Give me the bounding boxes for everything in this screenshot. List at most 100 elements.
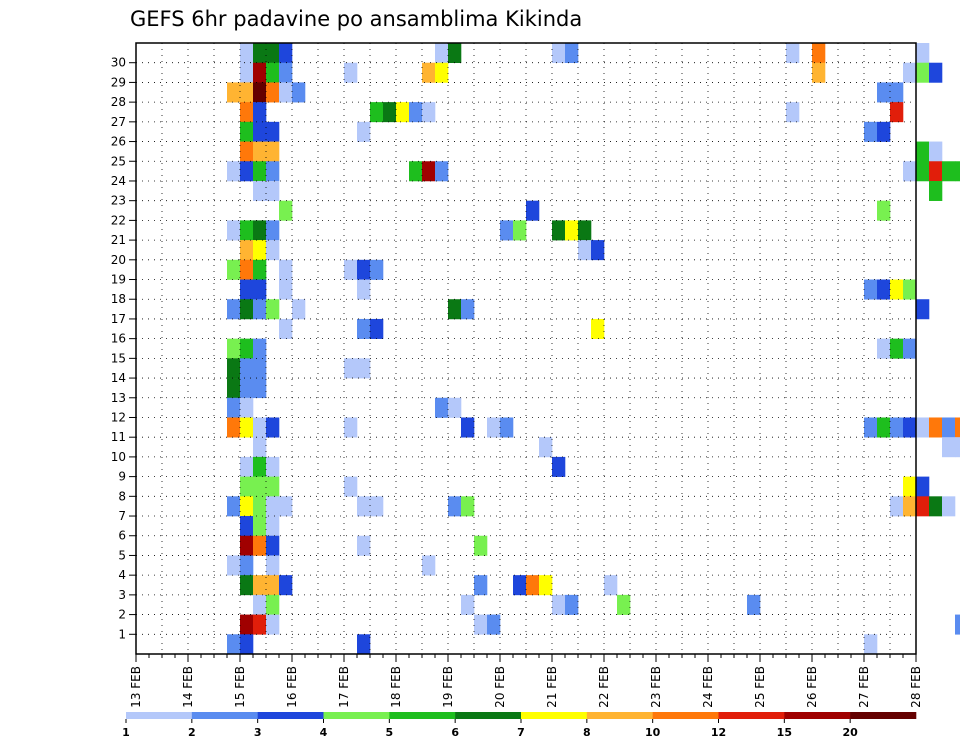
heatmap-cell: [357, 121, 371, 142]
heatmap-cell: [227, 555, 241, 576]
heatmap-cell: [487, 614, 501, 635]
y-tick-label: 12: [111, 410, 126, 424]
heatmap-cell: [435, 62, 449, 83]
y-tick-label: 23: [111, 194, 126, 208]
heatmap-cell: [240, 378, 254, 399]
heatmap-cell: [240, 43, 254, 64]
x-tick-label: 14 FEB: [181, 666, 195, 708]
x-tick-label: 24 FEB: [701, 666, 715, 708]
colorbar-label: 7: [517, 726, 525, 739]
heatmap-cell: [253, 516, 267, 537]
heatmap-cell: [240, 141, 254, 162]
heatmap-cell: [240, 279, 254, 300]
heatmap-cell: [253, 240, 267, 261]
heatmap-cell: [253, 161, 267, 182]
heatmap-cell: [942, 496, 956, 517]
colorbar-label: 12: [711, 726, 726, 739]
heatmap-cell: [890, 102, 904, 123]
heatmap-cell: [240, 634, 254, 655]
heatmap-cell: [240, 82, 254, 103]
heatmap-cell: [253, 358, 267, 379]
heatmap-cell: [357, 496, 371, 517]
heatmap-cell: [370, 102, 384, 123]
heatmap-cell: [578, 240, 592, 261]
x-axis: 13 FEB 14 FEB 15 FEB 16 FEB 17 FEB 18 FEB 19 F…: [129, 654, 923, 708]
heatmap-cell: [240, 358, 254, 379]
colorbar-label: 1: [122, 726, 130, 739]
heatmap-cell: [279, 318, 293, 339]
heatmap-cell: [344, 476, 358, 497]
heatmap-cell: [357, 259, 371, 280]
heatmap-cell: [253, 220, 267, 241]
y-tick-label: 2: [118, 608, 126, 622]
x-tick-label: 22 FEB: [597, 666, 611, 708]
heatmap-cell: [890, 82, 904, 103]
heatmap-cell: [500, 220, 514, 241]
heatmap-cell: [266, 555, 280, 576]
heatmap-cell: [903, 496, 917, 517]
heatmap-cell: [253, 476, 267, 497]
heatmap-cell: [253, 82, 267, 103]
heatmap-cell: [578, 220, 592, 241]
heatmap-cell: [565, 220, 579, 241]
heatmap-cell: [929, 161, 943, 182]
colorbar-segment: [389, 712, 456, 719]
heatmap-cell: [227, 417, 241, 438]
y-tick-label: 6: [118, 529, 126, 543]
heatmap-cell: [227, 397, 241, 418]
heatmap-cell: [253, 259, 267, 280]
x-tick-label: 27 FEB: [857, 666, 871, 708]
heatmap-cell: [864, 417, 878, 438]
heatmap-cell: [903, 417, 917, 438]
y-tick-label: 10: [111, 450, 126, 464]
heatmap-cell: [266, 220, 280, 241]
heatmap-cell: [240, 397, 254, 418]
x-tick-label: 13 FEB: [129, 666, 143, 708]
heatmap-cell: [916, 43, 930, 64]
heatmap-cell: [747, 594, 761, 615]
heatmap-cell: [604, 575, 618, 596]
heatmap-cell: [240, 121, 254, 142]
heatmap-cell: [903, 62, 917, 83]
heatmap-cell: [864, 634, 878, 655]
heatmap-cell: [916, 299, 930, 320]
y-tick-label: 28: [111, 95, 126, 109]
heatmap-cell: [617, 594, 631, 615]
heatmap-cell: [240, 338, 254, 359]
heatmap-cell: [253, 496, 267, 517]
heatmap-cell: [903, 476, 917, 497]
heatmap-cell: [253, 437, 267, 458]
heatmap-cell: [227, 259, 241, 280]
heatmap-cell: [253, 417, 267, 438]
colorbar-segment: [718, 712, 785, 719]
chart-title: GEFS 6hr padavine po ansamblima Kikinda: [130, 7, 582, 31]
heatmap-cell: [240, 62, 254, 83]
heatmap-cell: [240, 417, 254, 438]
heatmap-cell: [266, 161, 280, 182]
y-tick-label: 25: [111, 154, 126, 168]
heatmap-cell: [344, 62, 358, 83]
y-tick-label: 3: [118, 588, 126, 602]
heatmap-cell: [786, 43, 800, 64]
heatmap-cell: [240, 240, 254, 261]
heatmap-cell: [461, 594, 475, 615]
y-tick-label: 8: [118, 489, 126, 503]
heatmap-cell: [227, 496, 241, 517]
x-tick-label: 21 FEB: [545, 666, 559, 708]
heatmap-cell: [253, 121, 267, 142]
heatmap-cell: [240, 456, 254, 477]
heatmap-cell: [370, 318, 384, 339]
heatmap-cell: [357, 358, 371, 379]
heatmap-cell: [279, 575, 293, 596]
heatmap-cell: [279, 279, 293, 300]
heatmap-cell: [942, 417, 956, 438]
heatmap-cells: [227, 43, 960, 655]
heatmap-cell: [266, 180, 280, 201]
heatmap-cell: [890, 338, 904, 359]
heatmap-cell: [240, 102, 254, 123]
heatmap-cell: [526, 200, 540, 221]
heatmap-cell: [227, 220, 241, 241]
heatmap-cell: [448, 496, 462, 517]
y-tick-label: 22: [111, 213, 126, 227]
heatmap-cell: [227, 299, 241, 320]
